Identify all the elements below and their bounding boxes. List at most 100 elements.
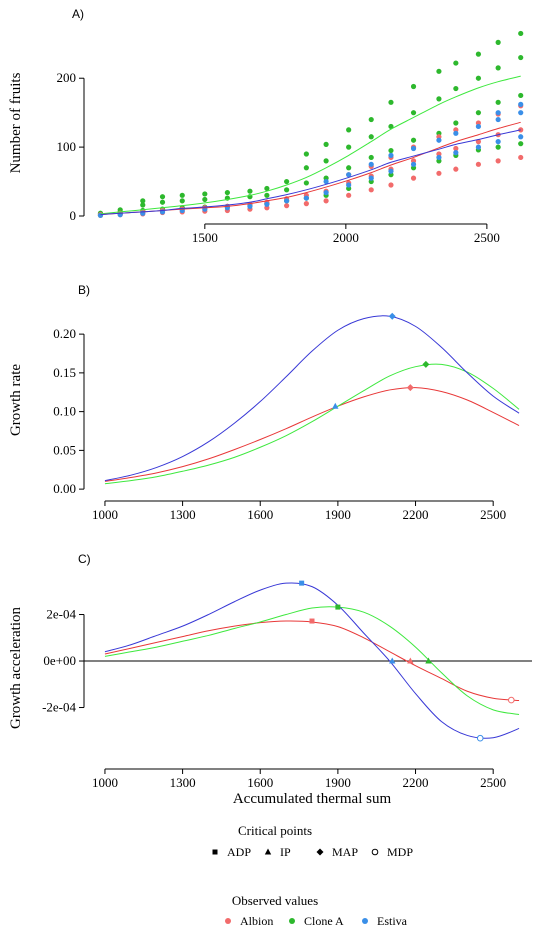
legend-ip-label: IP [280, 845, 291, 859]
legend-map-symbol [316, 848, 324, 856]
x-tick-label: 2200 [403, 507, 429, 522]
observed-point [346, 172, 352, 178]
panel-label-3: C) [78, 552, 91, 566]
observed-point [495, 110, 501, 116]
observed-points-clone-a [97, 30, 524, 218]
observed-point [140, 198, 146, 204]
observed-point [303, 151, 309, 157]
y-tick-label: 0 [70, 208, 77, 223]
observed-point [388, 168, 394, 174]
x-tick-label: 1300 [170, 507, 196, 522]
observed-point [388, 182, 394, 188]
observed-point [518, 101, 524, 107]
x-tick-label: 1000 [92, 775, 118, 790]
observed-point [388, 99, 394, 105]
critical-point-ip-estiva [389, 657, 396, 664]
observed-point [453, 166, 459, 172]
x-tick-label: 1000 [92, 507, 118, 522]
observed-point [284, 178, 290, 185]
observed-point [264, 192, 270, 198]
y-tick-label: -2e-04 [42, 700, 76, 715]
observed-point [368, 116, 374, 123]
observed-point [495, 144, 501, 150]
panel-label-2: B) [78, 283, 90, 297]
observed-point [453, 85, 459, 92]
observed-point [284, 187, 290, 193]
observed-point [475, 75, 482, 81]
observed-point [159, 194, 166, 200]
observed-point [410, 145, 417, 152]
observed-point [202, 191, 208, 197]
observed-point [179, 198, 185, 204]
observed-point [475, 161, 482, 167]
observed-point [495, 139, 501, 145]
observed-point [410, 161, 417, 167]
x-tick-label: 2500 [474, 230, 500, 245]
x-axis-title: Accumulated thermal sum [233, 791, 392, 807]
y-tick-label: 100 [57, 139, 77, 154]
observed-point [453, 130, 459, 136]
curve-albion [104, 387, 520, 482]
observed-point [436, 96, 442, 102]
observed-point [140, 202, 146, 208]
observed-point [368, 175, 374, 181]
observed-point [475, 144, 482, 150]
legend-estiva-swatch [362, 918, 368, 924]
observed-point [264, 201, 270, 207]
observed-point [346, 127, 352, 133]
observed-point [388, 123, 394, 130]
observed-point [284, 198, 290, 204]
observed-point [323, 178, 329, 185]
critical-point-ip-estiva [332, 402, 339, 409]
observed-point [410, 83, 417, 90]
critical-point-map-albion [406, 384, 414, 392]
observed-point [303, 195, 309, 201]
x-tick-label: 1600 [247, 775, 273, 790]
observed-point [475, 51, 482, 57]
x-tick-label: 1900 [325, 507, 351, 522]
observed-point [453, 150, 459, 156]
critical-point-adp-albion [309, 618, 315, 624]
observed-point [453, 145, 459, 152]
curve-clone-a [104, 363, 520, 485]
legend-clone-a-label: Clone A [304, 914, 344, 928]
legend-estiva-label: Estiva [377, 914, 408, 928]
observed-point [453, 60, 459, 66]
legend-clone-a-swatch [289, 918, 295, 924]
curve-clone-a [104, 606, 520, 715]
y-tick-label: 0.10 [53, 404, 76, 419]
observed-point [346, 192, 352, 198]
observed-point [495, 158, 501, 164]
curve-estiva [104, 315, 520, 482]
legend-map-label: MAP [332, 845, 358, 859]
observed-point [518, 92, 524, 99]
observed-point [346, 165, 352, 171]
observed-point [436, 68, 442, 74]
critical-point-mdp-estiva [476, 734, 484, 742]
panel-b: B) 1000 1300 1600 1900 2200 2500 0.00 0.05 0.10 0.… [8, 283, 520, 522]
observed-point [368, 134, 374, 140]
x-tick-label: 1600 [247, 507, 273, 522]
observed-point [303, 165, 309, 171]
observed-point [179, 192, 185, 198]
observed-point [284, 203, 290, 209]
y-axis-title: Growth acceleration [8, 606, 24, 729]
observed-point [247, 203, 253, 209]
observed-point [495, 116, 501, 123]
observed-point [224, 189, 230, 196]
observed-point [346, 182, 352, 188]
critical-point-ip-albion [407, 657, 414, 664]
critical-point-mdp-albion [507, 696, 515, 704]
observed-point [303, 180, 309, 186]
panel-c: C) 1000 1300 1600 1900 2200 2500 -2e-04 0e+00 2e-… [8, 552, 532, 807]
x-tick-label: 2000 [333, 230, 359, 245]
legend-critical-points: Critical points ADP IP MAP MDP [212, 823, 413, 859]
observed-point [388, 147, 394, 154]
observed-point [518, 134, 524, 140]
observed-point [410, 110, 417, 116]
observed-point [323, 158, 329, 164]
y-tick-label: 2e-04 [46, 607, 76, 622]
observed-point [518, 110, 524, 116]
